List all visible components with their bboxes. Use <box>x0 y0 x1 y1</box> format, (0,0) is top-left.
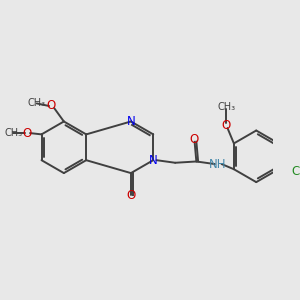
Text: O: O <box>221 119 231 132</box>
Text: O: O <box>126 188 136 202</box>
Text: CH₃: CH₃ <box>28 98 46 108</box>
Text: Cl: Cl <box>291 165 300 178</box>
Text: O: O <box>23 127 32 140</box>
Text: NH: NH <box>209 158 226 171</box>
Text: O: O <box>189 133 198 146</box>
Text: N: N <box>149 154 158 167</box>
Text: N: N <box>127 115 135 128</box>
Text: CH₃: CH₃ <box>4 128 22 138</box>
Text: O: O <box>46 100 56 112</box>
Text: CH₃: CH₃ <box>217 102 235 112</box>
